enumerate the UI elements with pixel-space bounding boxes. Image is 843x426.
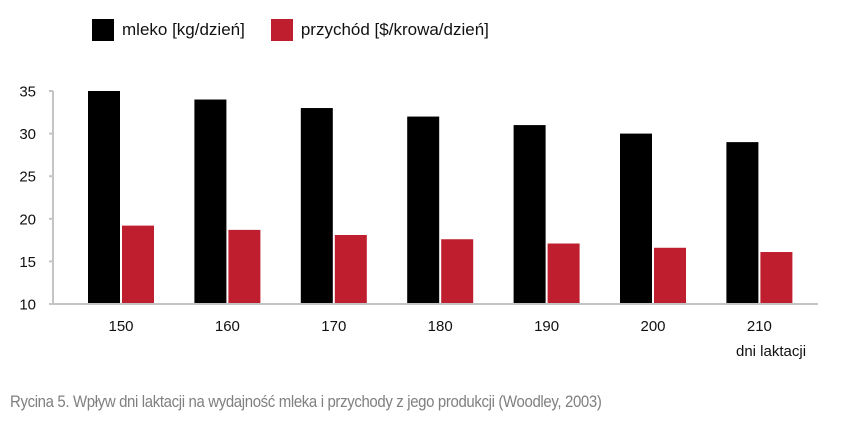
x-tick-label: 180 bbox=[428, 318, 453, 335]
bar-milk bbox=[88, 91, 120, 304]
bar-milk bbox=[407, 116, 440, 304]
bar-revenue bbox=[122, 225, 154, 304]
legend-label-milk: mleko [kg/dzień] bbox=[122, 20, 245, 39]
chart-legend: mleko [kg/dzień] przychód [$/krowa/dzień… bbox=[92, 17, 515, 43]
bar-milk bbox=[300, 108, 333, 304]
bar-revenue bbox=[654, 247, 686, 304]
y-tick-label: 10 bbox=[19, 297, 36, 314]
x-tick-label: 200 bbox=[640, 318, 665, 335]
x-axis: 150 160 170 180 190 200 210 bbox=[53, 303, 818, 335]
y-tick-label: 25 bbox=[19, 169, 36, 186]
figure-caption: Rycina 5. Wpływ dni laktacji na wydajnoś… bbox=[10, 392, 602, 411]
legend-swatch-milk bbox=[92, 19, 114, 41]
legend-swatch-revenue bbox=[270, 19, 293, 41]
bar-revenue bbox=[334, 234, 367, 304]
legend-label-revenue: przychód [$/krowa/dzień] bbox=[300, 20, 489, 39]
bar-revenue bbox=[228, 229, 261, 304]
bar-milk bbox=[726, 142, 759, 304]
y-tick-label: 35 bbox=[19, 84, 36, 101]
legend-item-milk: mleko [kg/dzień] bbox=[92, 19, 245, 41]
x-tick-label: 210 bbox=[747, 318, 772, 335]
bar-revenue bbox=[760, 252, 793, 304]
bar-milk bbox=[620, 133, 652, 304]
x-tick-label: 190 bbox=[534, 318, 559, 335]
x-tick-label: 170 bbox=[321, 318, 346, 335]
y-tick-label: 20 bbox=[19, 211, 36, 228]
x-tick-label: 160 bbox=[215, 318, 240, 335]
x-tick-label: 150 bbox=[108, 318, 133, 335]
bar-revenue bbox=[547, 243, 580, 304]
bar-milk bbox=[194, 99, 227, 305]
bars-group bbox=[88, 91, 793, 305]
y-tick-label: 15 bbox=[19, 254, 36, 271]
legend-item-revenue: przychód [$/krowa/dzień] bbox=[270, 19, 489, 41]
bar-milk bbox=[513, 125, 546, 304]
y-axis: 10 15 20 25 30 35 bbox=[19, 84, 54, 314]
y-tick-label: 30 bbox=[19, 126, 36, 143]
bar-revenue bbox=[441, 239, 474, 304]
x-axis-label: dni laktacji bbox=[736, 343, 807, 360]
